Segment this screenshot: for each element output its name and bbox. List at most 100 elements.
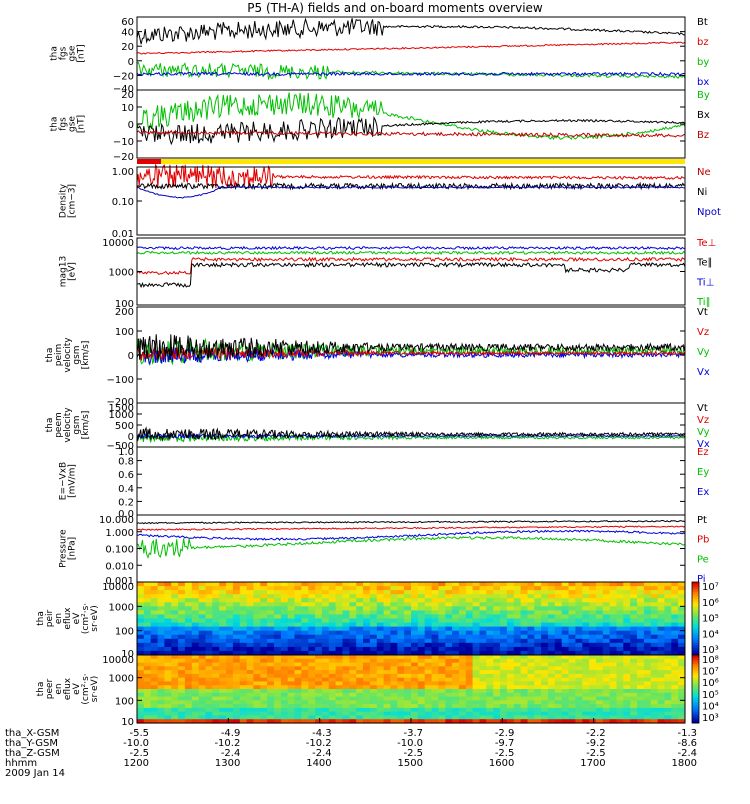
spectrogram-cell bbox=[486, 655, 494, 660]
spectrogram-cell bbox=[561, 634, 570, 640]
spectrogram-cell bbox=[150, 610, 159, 616]
spectrogram-cell bbox=[321, 658, 330, 664]
colorbar-label: 10⁷ bbox=[702, 667, 719, 678]
spectrogram-cell bbox=[253, 634, 261, 640]
spectrogram-cell bbox=[335, 614, 343, 620]
spectrogram-cell bbox=[596, 646, 604, 652]
spectrogram-cell bbox=[506, 681, 515, 686]
spectrogram-cell bbox=[184, 670, 193, 675]
spectrogram-cell bbox=[219, 646, 227, 652]
spectrogram-cell bbox=[589, 618, 597, 624]
spectrogram-cell bbox=[445, 614, 453, 620]
spectrogram-cell bbox=[226, 622, 234, 628]
y-axis-label: gsm bbox=[72, 345, 82, 364]
spectrogram-cell bbox=[294, 673, 302, 679]
spectrogram-cell bbox=[198, 622, 207, 628]
colorbar-label: 10⁴ bbox=[702, 701, 719, 712]
spectrogram-cell bbox=[431, 622, 439, 628]
spectrogram-cell bbox=[602, 662, 611, 667]
spectrogram-cell bbox=[239, 626, 248, 632]
spectrogram-cell bbox=[198, 606, 207, 611]
spectrogram-cell bbox=[493, 602, 501, 607]
legend-entry-Ex: Ex bbox=[697, 487, 709, 498]
spectrogram-cell bbox=[438, 622, 446, 628]
spectrogram-cell bbox=[335, 610, 343, 616]
spectrogram-cell bbox=[664, 707, 672, 713]
spectrogram-cell bbox=[383, 655, 391, 660]
y-tick-label: 100 bbox=[115, 299, 134, 310]
spectrogram-cell bbox=[479, 655, 487, 660]
spectrogram-cell bbox=[411, 655, 419, 660]
spectrogram-cell bbox=[321, 622, 330, 628]
spectrogram-cell bbox=[274, 711, 282, 717]
spectrogram-cell bbox=[164, 590, 172, 595]
spectrogram-cell bbox=[157, 650, 165, 656]
spectrogram-cell bbox=[458, 586, 467, 591]
spectrogram-cell bbox=[520, 590, 528, 595]
spectrogram-cell bbox=[280, 662, 289, 667]
spectrogram-cell bbox=[493, 646, 501, 652]
spectrogram-cell bbox=[191, 594, 200, 599]
spectrogram-cell bbox=[472, 707, 480, 713]
spectrogram-cell bbox=[506, 685, 515, 690]
spectrogram-cell bbox=[260, 700, 268, 705]
spectrogram-cell bbox=[534, 692, 542, 698]
spectrogram-cell bbox=[335, 707, 343, 713]
spectrogram-cell bbox=[342, 642, 350, 648]
spectrogram-cell bbox=[589, 614, 597, 620]
spectrogram-cell bbox=[294, 692, 302, 698]
spectrogram-cell bbox=[321, 626, 330, 632]
spectrogram-cell bbox=[609, 598, 617, 603]
spectrogram-cell bbox=[390, 662, 398, 667]
spectrogram-cell bbox=[630, 638, 638, 644]
spectrogram-cell bbox=[376, 704, 385, 709]
spectrogram-cell bbox=[465, 606, 474, 611]
spectrogram-cell bbox=[411, 666, 419, 671]
spectrogram-cell bbox=[657, 606, 665, 611]
spectrogram-cell bbox=[143, 630, 152, 636]
colorbar-swatch bbox=[692, 618, 699, 622]
trace-bx bbox=[136, 71, 686, 77]
y-axis-label: peir bbox=[45, 609, 55, 627]
spectrogram-cell bbox=[513, 646, 522, 652]
spectrogram-cell bbox=[232, 655, 241, 660]
spectrogram-cell bbox=[349, 594, 357, 599]
spectrogram-cell bbox=[465, 626, 474, 632]
spectrogram-cell bbox=[671, 590, 679, 595]
spectrogram-cell bbox=[609, 666, 617, 671]
spectrogram-cell bbox=[616, 696, 624, 701]
spectrogram-cell bbox=[390, 630, 398, 636]
spectrogram-cell bbox=[411, 590, 419, 595]
spectrogram-cell bbox=[602, 715, 611, 720]
spectrogram-cell bbox=[589, 606, 597, 611]
spectrogram-cell bbox=[301, 677, 309, 683]
spectrogram-cell bbox=[493, 586, 501, 591]
spectrogram-cell bbox=[575, 662, 583, 667]
colorbar-label: 10³ bbox=[702, 713, 719, 724]
spectrogram-cell bbox=[616, 618, 624, 624]
spectrogram-cell bbox=[239, 673, 248, 679]
spectrogram-cell bbox=[596, 622, 604, 628]
spectrogram-cell bbox=[219, 622, 227, 628]
spectrogram-cell bbox=[239, 630, 248, 636]
spectrogram-cell bbox=[321, 715, 330, 720]
spectrogram-cell bbox=[664, 618, 672, 624]
spectrogram-cell bbox=[397, 655, 405, 660]
spectrogram-cell bbox=[657, 696, 665, 701]
spectrogram-cell bbox=[602, 666, 611, 671]
spectrogram-cell bbox=[643, 622, 652, 628]
spectrogram-cell bbox=[472, 630, 480, 636]
date-label: 2009 Jan 14 bbox=[5, 768, 65, 779]
spectrogram-cell bbox=[198, 618, 207, 624]
spectrogram-cell bbox=[465, 704, 474, 709]
spectrogram-cell bbox=[356, 642, 364, 648]
spectrogram-cell bbox=[596, 630, 604, 636]
spectrogram-cell bbox=[404, 662, 412, 667]
spectrogram-cell bbox=[287, 719, 296, 724]
spectrogram-cell bbox=[596, 642, 604, 648]
spectrogram-cell bbox=[458, 700, 467, 705]
spectrogram-cell bbox=[486, 719, 494, 724]
spectrogram-cell bbox=[465, 614, 474, 620]
spectrogram-cell bbox=[212, 622, 220, 628]
spectrogram-cell bbox=[602, 586, 611, 591]
